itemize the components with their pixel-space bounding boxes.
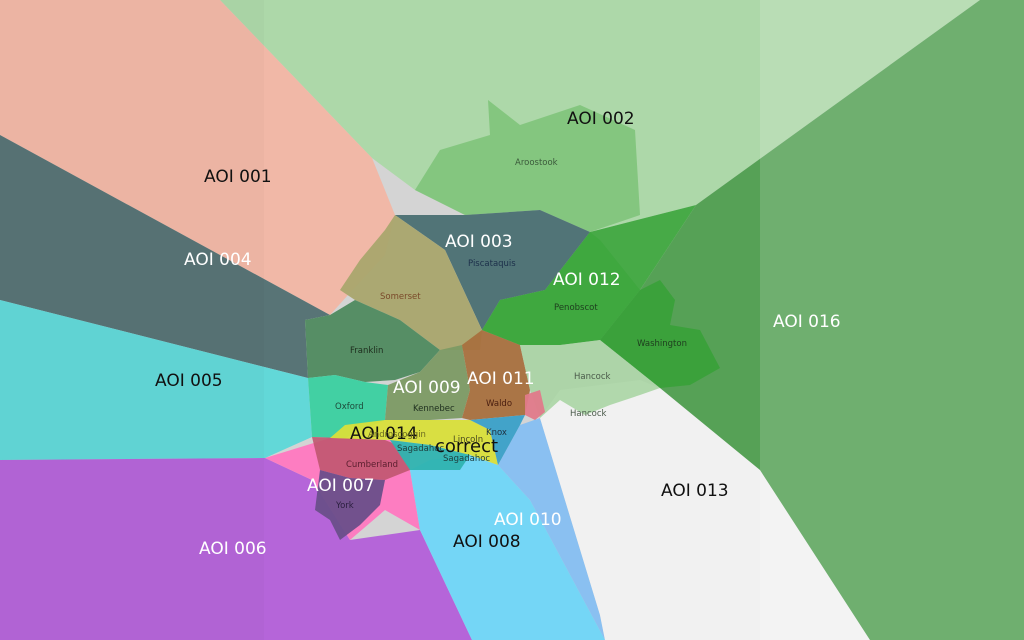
cumberland-county[interactable]	[312, 437, 410, 480]
county-label-franklin: Franklin	[350, 346, 383, 356]
aoi-009-label: AOI 009	[393, 378, 461, 398]
county-label-sagadahoc: Sagadahoc	[397, 444, 444, 454]
county-label-kennebec: Kennebec	[413, 404, 455, 414]
aoi-008-label: AOI 008	[453, 532, 521, 552]
county-label-washington: Washington	[637, 339, 687, 349]
county-label-york: York	[335, 501, 354, 511]
county-label-penobscot: Penobscot	[554, 303, 598, 313]
county-label-knox: Knox	[486, 428, 507, 438]
county-label-androscoggin: Androscoggin	[368, 430, 426, 440]
hancock-county[interactable]	[520, 340, 660, 418]
aoi-004-region[interactable]	[0, 135, 330, 378]
correct-marker-label: correct	[435, 436, 498, 457]
aoi-008-region[interactable]	[410, 455, 605, 640]
aoi-014-zone[interactable]	[330, 420, 498, 465]
franklin-county[interactable]	[305, 300, 440, 382]
knox-zone[interactable]	[470, 415, 525, 465]
county-label-hancock-2: Hancock	[570, 409, 607, 419]
county-label-lincoln: Lincoln	[453, 435, 483, 445]
aoi-005-label: AOI 005	[155, 371, 223, 391]
aoi-010-label: AOI 010	[494, 510, 562, 530]
aoi-010-region[interactable]	[498, 418, 605, 640]
county-label-sagadahoc-2: Sagadahoc	[443, 454, 490, 464]
county-label-oxford: Oxford	[335, 402, 364, 412]
somerset-county[interactable]	[340, 215, 482, 350]
aoi-011-label: AOI 011	[467, 369, 535, 389]
aoi-005-region[interactable]	[0, 300, 312, 460]
aoi-001-label: AOI 001	[204, 167, 272, 187]
aoi-012-label: AOI 012	[553, 270, 621, 290]
aoi-016-label: AOI 016	[773, 312, 841, 332]
waldo-coast[interactable]	[525, 390, 545, 420]
waldo-county[interactable]	[462, 330, 530, 420]
county-label-hancock: Hancock	[574, 372, 611, 382]
aoi-003-label: AOI 003	[445, 232, 513, 252]
aoi-006-label: AOI 006	[199, 539, 267, 559]
aoi-007-label: AOI 007	[307, 476, 375, 496]
aoi-013-label: AOI 013	[661, 481, 729, 501]
right-overlay-strip	[760, 0, 1024, 640]
county-label-cumberland: Cumberland	[346, 460, 398, 470]
aroostook-county[interactable]	[415, 100, 640, 232]
kennebec-county[interactable]	[385, 345, 470, 420]
county-label-somerset: Somerset	[380, 292, 421, 302]
county-label-aroostook: Aroostook	[515, 158, 558, 168]
aoi-006-region[interactable]	[0, 458, 472, 640]
penobscot-county[interactable]	[482, 232, 640, 345]
aoi-013-region[interactable]	[540, 380, 870, 640]
aoi-004-label: AOI 004	[184, 250, 252, 270]
county-shapes	[305, 100, 720, 540]
aoi-001-region[interactable]	[0, 0, 395, 315]
york-county[interactable]	[315, 470, 385, 540]
piscataquis-county[interactable]	[395, 210, 590, 330]
washington-county[interactable]	[600, 280, 720, 388]
sagadahoc-zone[interactable]	[390, 440, 470, 470]
county-label-waldo: Waldo	[486, 399, 512, 409]
aoi-014-label: AOI 014	[350, 424, 418, 444]
aoi-016-region[interactable]	[600, 0, 1024, 640]
county-labels: Aroostook Piscataquis Somerset Penobscot…	[335, 158, 687, 511]
aoi-002-label: AOI 002	[567, 109, 635, 129]
aoi-labels: AOI 001 AOI 002 AOI 003 AOI 004 AOI 005 …	[155, 109, 841, 559]
county-label-piscataquis: Piscataquis	[468, 259, 516, 269]
